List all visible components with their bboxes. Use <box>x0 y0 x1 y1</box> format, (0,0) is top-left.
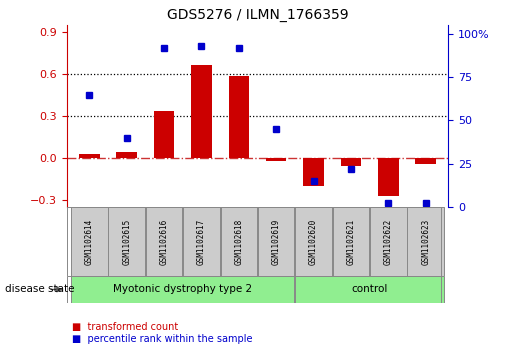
Bar <box>154 111 175 158</box>
Text: ■  percentile rank within the sample: ■ percentile rank within the sample <box>72 334 252 344</box>
Bar <box>333 207 369 276</box>
Text: GSM1102614: GSM1102614 <box>85 218 94 265</box>
Bar <box>71 276 295 303</box>
Bar <box>109 207 145 276</box>
Bar <box>370 207 406 276</box>
Bar <box>340 158 361 166</box>
Text: GSM1102622: GSM1102622 <box>384 218 393 265</box>
Bar <box>266 158 286 161</box>
Text: ■  transformed count: ■ transformed count <box>72 322 178 332</box>
Bar <box>258 207 295 276</box>
Bar <box>295 207 332 276</box>
Bar <box>378 158 399 196</box>
Text: GSM1102617: GSM1102617 <box>197 218 206 265</box>
Bar <box>146 207 182 276</box>
Bar <box>79 154 99 158</box>
Text: GSM1102615: GSM1102615 <box>122 218 131 265</box>
Bar <box>191 65 212 158</box>
Text: control: control <box>351 285 388 294</box>
Bar <box>407 207 444 276</box>
Bar <box>183 207 220 276</box>
Bar <box>303 158 324 186</box>
Bar <box>116 152 137 158</box>
Title: GDS5276 / ILMN_1766359: GDS5276 / ILMN_1766359 <box>167 8 348 22</box>
Text: GSM1102616: GSM1102616 <box>160 218 168 265</box>
Text: GSM1102619: GSM1102619 <box>272 218 281 265</box>
Text: GSM1102621: GSM1102621 <box>347 218 355 265</box>
Text: GSM1102618: GSM1102618 <box>234 218 243 265</box>
Bar <box>295 276 444 303</box>
Text: GSM1102623: GSM1102623 <box>421 218 430 265</box>
Bar <box>220 207 257 276</box>
Bar <box>416 158 436 164</box>
Bar <box>229 76 249 158</box>
Text: GSM1102620: GSM1102620 <box>309 218 318 265</box>
Text: disease state: disease state <box>5 285 75 294</box>
Bar <box>71 207 108 276</box>
Text: Myotonic dystrophy type 2: Myotonic dystrophy type 2 <box>113 285 252 294</box>
